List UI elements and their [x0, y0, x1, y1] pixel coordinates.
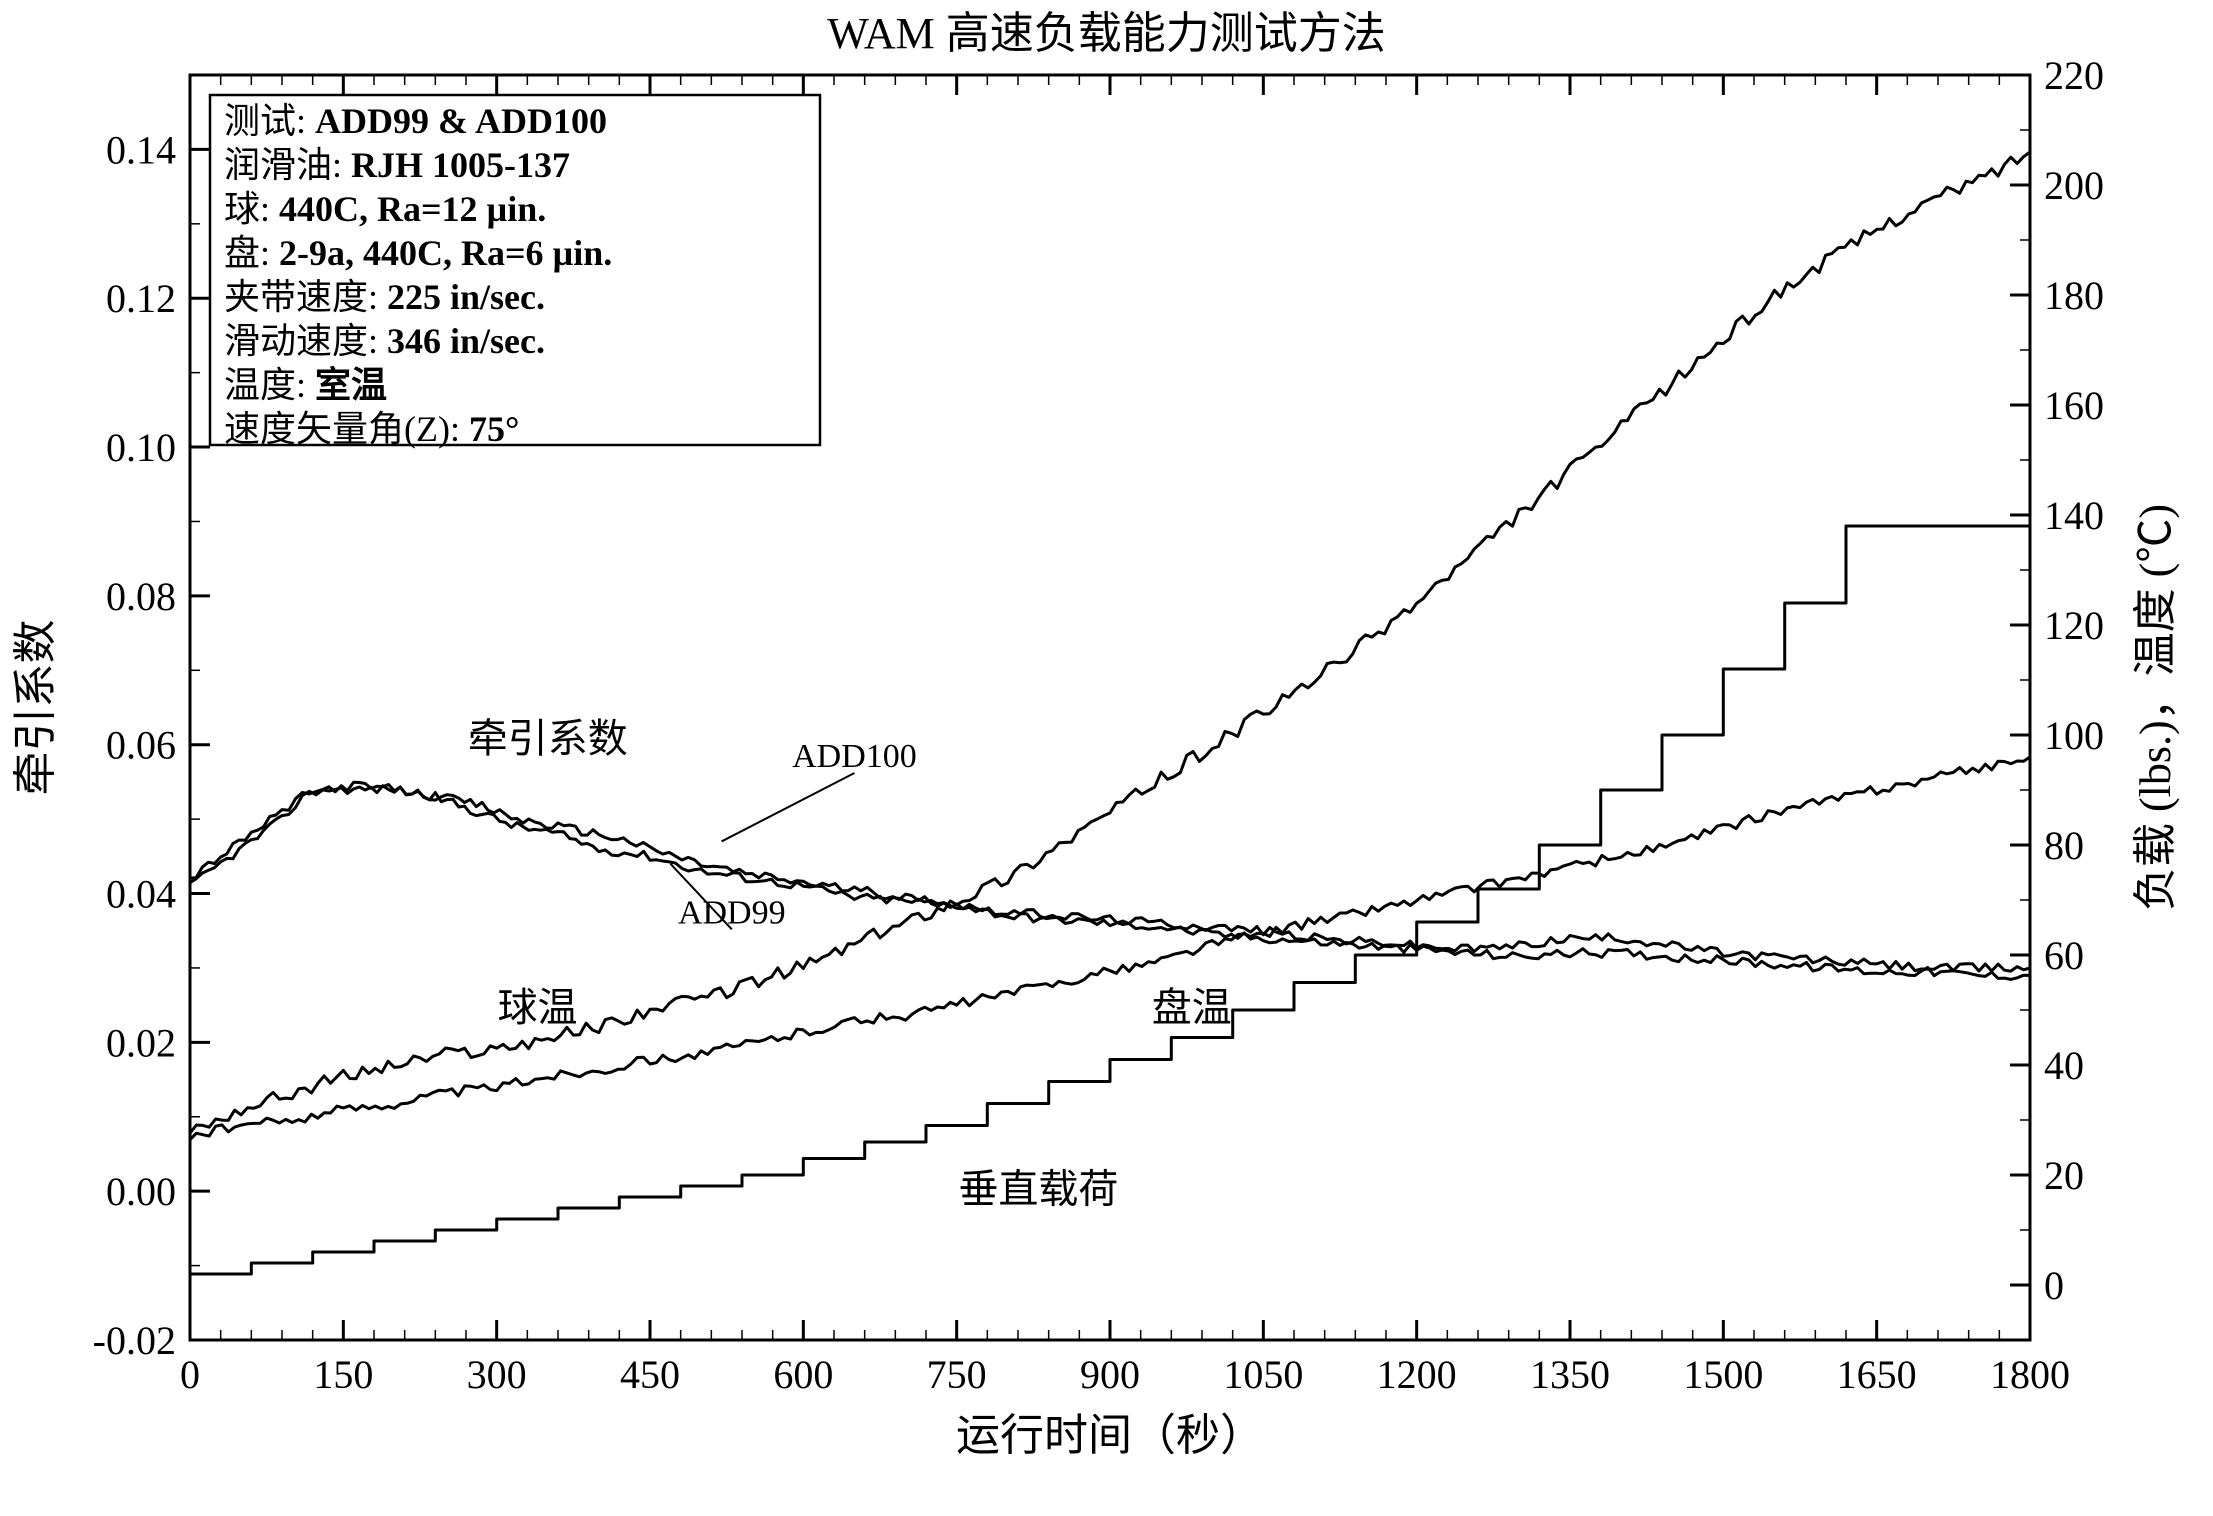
x-tick-label: 1200: [1377, 1352, 1457, 1397]
x-axis-label: 运行时间（秒）: [956, 1411, 1264, 1460]
x-tick-label: 1800: [1990, 1352, 2070, 1397]
y-left-tick-label: 0.00: [106, 1169, 176, 1214]
y-right-tick-label: 60: [2044, 933, 2084, 978]
x-tick-label: 600: [773, 1352, 833, 1397]
info-line: 夹带速度: 225 in/sec.: [224, 277, 545, 317]
callout-label: 球温: [498, 985, 578, 1030]
x-tick-label: 1650: [1837, 1352, 1917, 1397]
y-right-tick-label: 40: [2044, 1043, 2084, 1088]
y-right-tick-label: 120: [2044, 603, 2104, 648]
chart-svg: WAM 高速负载能力测试方法01503004506007509001050120…: [0, 0, 2213, 1516]
info-line: 温度: 室温: [224, 365, 387, 405]
callout-label: 垂直载荷: [958, 1167, 1118, 1212]
callout-label: ADD99: [678, 894, 786, 931]
callout-label: 牵引系数: [468, 716, 628, 761]
y-right-tick-label: 80: [2044, 823, 2084, 868]
x-tick-label: 450: [620, 1352, 680, 1397]
x-tick-label: 1050: [1223, 1352, 1303, 1397]
y-right-tick-label: 160: [2044, 383, 2104, 428]
y-left-tick-label: 0.08: [106, 574, 176, 619]
y-right-tick-label: 220: [2044, 53, 2104, 98]
y-right-tick-label: 20: [2044, 1153, 2084, 1198]
y-left-tick-label: 0.04: [106, 872, 176, 917]
info-line: 盘: 2-9a, 440C, Ra=6 µin.: [224, 233, 612, 273]
chart-container: WAM 高速负载能力测试方法01503004506007509001050120…: [0, 0, 2213, 1516]
y-left-axis-label: 牵引系数: [11, 620, 60, 796]
info-line: 测试: ADD99 & ADD100: [224, 101, 607, 141]
info-line: 球: 440C, Ra=12 µin.: [224, 189, 546, 229]
x-tick-label: 750: [927, 1352, 987, 1397]
info-line: 润滑油: RJH 1005-137: [224, 145, 570, 185]
chart-title: WAM 高速负载能力测试方法: [827, 9, 1386, 58]
y-right-tick-label: 180: [2044, 273, 2104, 318]
y-left-tick-label: 0.06: [106, 723, 176, 768]
y-right-tick-label: 0: [2044, 1263, 2064, 1308]
x-tick-label: 0: [180, 1352, 200, 1397]
y-left-tick-label: 0.10: [106, 425, 176, 470]
y-left-tick-label: 0.02: [106, 1020, 176, 1065]
info-line: 速度矢量角(Z): 75°: [224, 409, 519, 449]
callout-label: 盘温: [1152, 985, 1232, 1030]
x-tick-label: 150: [313, 1352, 373, 1397]
y-right-tick-label: 200: [2044, 163, 2104, 208]
x-tick-label: 300: [467, 1352, 527, 1397]
x-tick-label: 1350: [1530, 1352, 1610, 1397]
y-right-tick-label: 100: [2044, 713, 2104, 758]
y-left-tick-label: 0.12: [106, 276, 176, 321]
y-right-tick-label: 140: [2044, 493, 2104, 538]
y-right-axis-label: 负载 (lbs.)，温度 (℃): [2131, 504, 2180, 911]
y-left-tick-label: -0.02: [93, 1318, 176, 1363]
info-line: 滑动速度: 346 in/sec.: [224, 321, 545, 361]
x-tick-label: 1500: [1683, 1352, 1763, 1397]
callout-label: ADD100: [792, 738, 917, 775]
y-left-tick-label: 0.14: [106, 127, 176, 172]
x-tick-label: 900: [1080, 1352, 1140, 1397]
